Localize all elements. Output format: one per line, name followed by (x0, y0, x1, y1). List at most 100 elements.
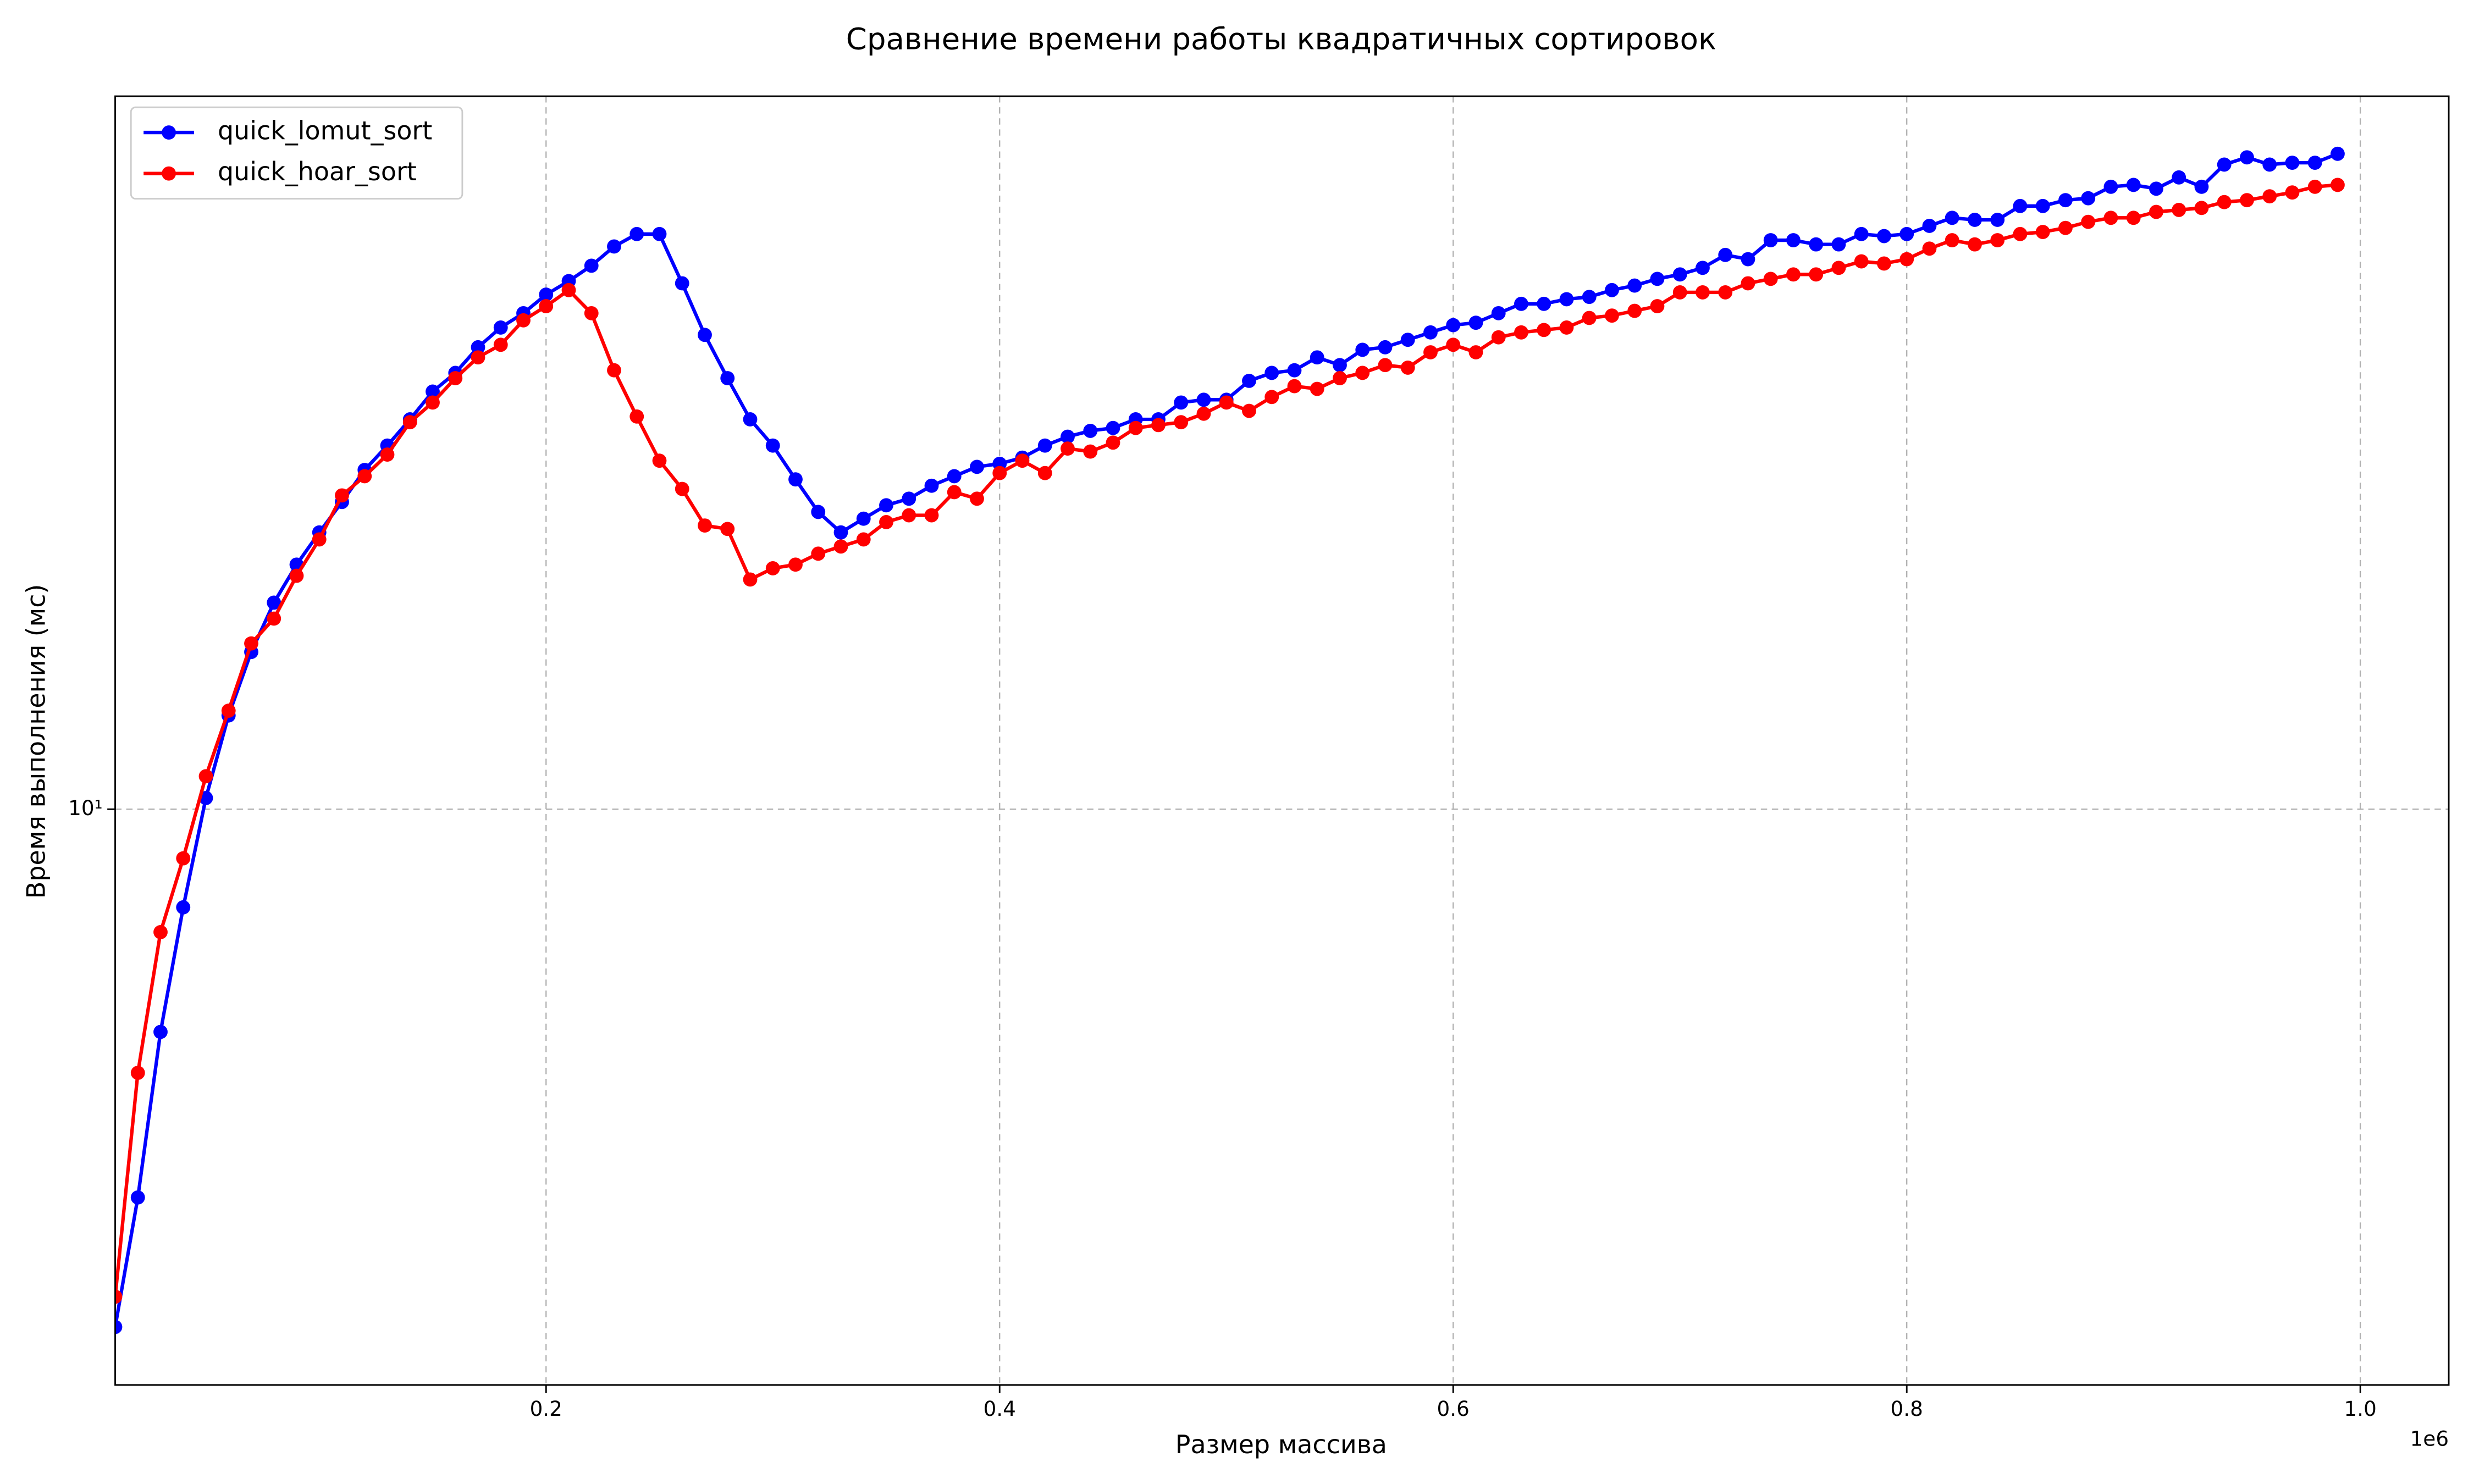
data-point (2172, 203, 2186, 217)
data-point (743, 412, 758, 427)
data-point (1287, 363, 1302, 378)
data-point (1174, 415, 1189, 430)
data-point (426, 395, 440, 410)
data-point (2307, 179, 2322, 194)
data-point (1446, 318, 1461, 333)
data-point (1672, 285, 1687, 300)
data-point (1968, 237, 1982, 252)
data-point (2103, 179, 2118, 194)
data-point (2285, 185, 2300, 200)
data-point (1468, 315, 1483, 330)
data-point (675, 276, 689, 291)
chart-title: Сравнение времени работы квадратичных со… (846, 21, 1716, 57)
data-point (1514, 296, 1528, 311)
data-point (1899, 226, 1914, 241)
data-point (448, 371, 463, 385)
data-point (2307, 156, 2322, 170)
data-point (2103, 211, 2118, 225)
data-point (1106, 435, 1120, 450)
data-point (176, 851, 191, 866)
data-point (1968, 213, 1982, 227)
data-point (1627, 278, 1642, 293)
data-point (267, 611, 281, 626)
data-point (607, 363, 621, 378)
data-point (1582, 311, 1597, 325)
data-point (1287, 379, 1302, 394)
data-point (2058, 193, 2073, 208)
data-point (1831, 237, 1846, 252)
data-point (198, 769, 213, 784)
data-point (584, 258, 599, 273)
data-point (1491, 306, 1506, 320)
x-axis-label: Размер массива (1175, 1430, 1387, 1459)
data-point (2217, 195, 2232, 209)
data-point (1264, 390, 1279, 405)
data-point (1151, 418, 1166, 433)
data-point (879, 498, 893, 513)
data-point (924, 478, 939, 493)
data-point (1922, 219, 1937, 233)
data-point (1196, 392, 1211, 407)
data-point (833, 539, 848, 554)
data-point (765, 561, 780, 575)
data-point (2126, 178, 2141, 192)
data-point (584, 306, 599, 320)
data-point (1627, 303, 1642, 318)
data-point (493, 337, 508, 352)
data-point (1899, 252, 1914, 267)
data-point (1333, 358, 1347, 373)
data-point (2149, 204, 2163, 219)
data-point (1355, 366, 1370, 380)
data-point (2149, 181, 2163, 196)
data-point (2217, 157, 2232, 172)
data-point (2194, 179, 2209, 194)
x-tick-label: 0.4 (984, 1397, 1016, 1421)
legend-label: quick_lomut_sort (218, 116, 432, 146)
data-point (1650, 299, 1665, 313)
legend: quick_lomut_sort quick_hoar_sort (130, 106, 463, 200)
data-point (312, 532, 327, 547)
data-point (902, 491, 916, 506)
data-point (221, 704, 236, 718)
y-tick-label: 10¹ (68, 796, 102, 820)
data-point (1605, 308, 1619, 323)
legend-marker (162, 166, 176, 181)
data-point (2331, 178, 2345, 192)
data-point (856, 511, 871, 526)
data-point (130, 1190, 145, 1205)
data-point (607, 239, 621, 254)
data-point (471, 340, 485, 355)
data-point (698, 328, 712, 342)
data-point (2013, 226, 2028, 241)
data-point (2058, 220, 2073, 235)
data-point (402, 415, 417, 430)
data-point (244, 636, 258, 651)
data-point (1242, 403, 1256, 418)
data-point (1990, 213, 2005, 227)
data-point (788, 557, 803, 572)
data-point (2013, 198, 2028, 213)
data-point (539, 287, 554, 302)
data-point (833, 525, 848, 540)
x-offset-label: 1e6 (2410, 1427, 2449, 1451)
data-point (1015, 453, 1030, 468)
plot-area (115, 146, 2345, 1335)
x-tick-label: 0.8 (1891, 1397, 1923, 1421)
data-point (1718, 285, 1733, 300)
data-point (1537, 323, 1551, 337)
data-point (1242, 373, 1256, 388)
data-point (970, 459, 984, 474)
data-point (1559, 320, 1574, 335)
legend-marker (162, 125, 176, 140)
data-point (1763, 272, 1778, 286)
data-point (1446, 337, 1461, 352)
data-point (1083, 423, 1098, 438)
data-point (1877, 256, 1891, 271)
data-point (2331, 146, 2345, 161)
data-point (1083, 444, 1098, 459)
data-point (289, 568, 304, 583)
data-point (115, 1320, 123, 1335)
data-point (1310, 381, 1324, 396)
